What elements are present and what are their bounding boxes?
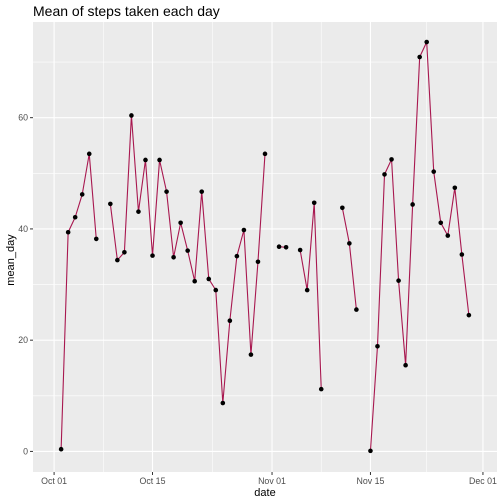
x-axis-tick-labels: Oct 01 Oct 15 Nov 01 Nov 15 Dec 01 [41,476,497,486]
data-point [93,236,99,242]
data-point [220,400,226,406]
data-point [157,157,162,163]
data-point [311,200,317,206]
data-point [403,362,408,368]
series-line-segment [299,202,322,390]
data-point [171,254,176,260]
data-point [192,278,197,284]
y-axis-title: mean_day [5,234,17,286]
data-point [304,287,310,293]
data-point [79,192,85,197]
data-point [389,157,394,162]
chart-title: Mean of steps taken each day [33,3,220,19]
data-point [396,278,401,283]
data-point [58,446,64,452]
data-point [248,352,254,357]
data-point [431,169,437,174]
data-point [255,259,261,265]
data-point [445,233,451,238]
data-point [340,205,345,211]
data-point [122,249,127,255]
x-tick-label: Oct 01 [41,476,67,486]
data-point [108,201,113,207]
data-point [276,244,282,250]
data-point [213,287,219,293]
y-axis-tick-labels: 0 20 40 60 [18,113,28,457]
data-point [452,185,458,191]
data-point [199,189,205,194]
data-point [164,189,169,194]
data-point [227,318,233,324]
data-point [72,214,78,220]
data-point [410,202,415,207]
plot-panel [33,22,497,472]
x-tick-label: Oct 15 [140,476,166,486]
data-point [206,276,212,282]
data-point [283,244,289,250]
data-point [354,307,359,312]
data-point [150,253,155,258]
y-tick-label: 60 [18,113,28,123]
data-point [185,248,190,253]
data-point [382,172,387,177]
data-point [297,247,303,253]
data-points [58,39,472,454]
data-point [417,54,422,60]
data-point [347,241,352,246]
minor-gridlines [33,22,497,472]
data-point [241,227,247,233]
data-point [115,257,120,263]
data-point [143,157,148,163]
data-point [368,448,373,454]
data-point [129,113,134,118]
data-point [262,151,268,157]
data-point [466,312,472,318]
x-tick-label: Nov 01 [258,476,286,486]
series-line-segment [60,153,97,450]
data-point [424,39,429,45]
data-point [438,220,444,226]
data-point [459,252,465,257]
y-tick-label: 40 [18,224,28,234]
axis-ticks [30,117,484,475]
data-point [65,229,71,235]
data-point [234,253,240,259]
data-point [178,220,183,226]
major-gridlines [33,22,497,472]
x-tick-label: Dec 01 [469,476,497,486]
y-tick-label: 20 [18,335,28,345]
y-tick-label: 0 [23,446,28,456]
data-point [136,209,141,214]
x-tick-label: Nov 15 [357,476,385,486]
data-point [375,343,380,349]
x-axis-title: date [254,487,275,499]
data-point [318,386,324,392]
data-point [86,151,92,157]
